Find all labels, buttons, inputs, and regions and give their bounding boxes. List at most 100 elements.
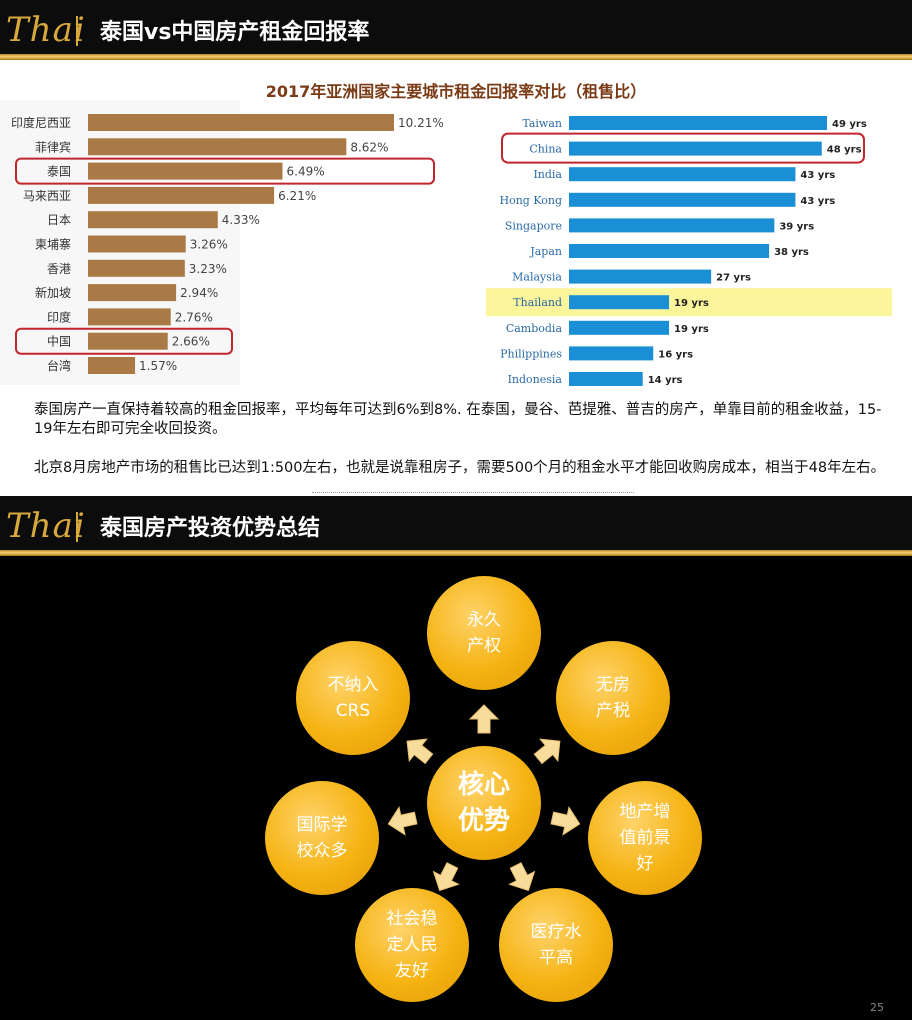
category-label: Hong Kong xyxy=(499,194,562,207)
bar xyxy=(88,332,168,350)
category-label: Malaysia xyxy=(512,271,562,284)
bar xyxy=(569,192,796,207)
bar xyxy=(569,295,670,310)
category-label: 菲律宾 xyxy=(35,139,71,154)
arrow-icon xyxy=(550,805,581,836)
bar xyxy=(88,186,275,204)
thai-logo: Thai xyxy=(6,506,86,546)
category-label: Japan xyxy=(529,245,562,258)
rent-yield-bar-chart: 印度尼西亚 10.21% 菲律宾 8.62% 泰国 6.49% 马来西亚 6.21% 日本 4.3… xyxy=(0,100,444,385)
category-label: India xyxy=(533,168,562,181)
category-label: Thailand xyxy=(513,296,562,309)
value-label: 27 yrs xyxy=(716,273,751,284)
thai-logo: Thai xyxy=(6,10,86,50)
category-label: 柬埔寨 xyxy=(35,237,71,252)
value-label: 43 yrs xyxy=(800,196,835,207)
bar xyxy=(569,116,827,130)
bar xyxy=(569,141,822,156)
value-label: 14 yrs xyxy=(648,375,683,386)
advantage-label: 不纳入 CRS xyxy=(327,675,379,721)
slide-header: Thai 泰国vs中国房产租金回报率 xyxy=(0,0,912,60)
advantage-circle: 社会稳 定人民 友好 xyxy=(355,888,469,1002)
advantage-circle: 永久 产权 xyxy=(427,576,541,690)
bar xyxy=(569,167,796,182)
category-label: 日本 xyxy=(47,213,71,227)
value-label: 39 yrs xyxy=(779,221,814,232)
payback-years-bar-chart: Taiwan 49 yrs China 48 yrs India 43 yrs Hong K… xyxy=(486,116,892,386)
bar xyxy=(88,259,185,277)
arrow-icon xyxy=(468,704,500,734)
value-label: 10.21% xyxy=(398,116,444,130)
bar xyxy=(88,114,394,131)
header-gold-line xyxy=(0,54,912,60)
advantage-label: 地产增 值前景 好 xyxy=(619,802,671,874)
value-label: 1.57% xyxy=(139,359,177,373)
page-number: 25 xyxy=(870,1001,884,1014)
bar xyxy=(88,211,218,229)
arrow-icon xyxy=(406,738,434,765)
highlight-box xyxy=(501,132,865,164)
slide-rent-yield: Thai 泰国vs中国房产租金回报率 2017年亚洲国家主要城市租金回报率对比（… xyxy=(0,0,912,496)
value-label: 2.66% xyxy=(172,335,210,349)
bar xyxy=(88,235,186,253)
category-label: 新加坡 xyxy=(35,285,71,300)
category-label: 台湾 xyxy=(47,358,71,373)
highlight-box xyxy=(15,157,435,185)
category-label: China xyxy=(529,143,562,156)
arrow-icon xyxy=(508,862,536,892)
value-label: 19 yrs xyxy=(674,298,709,309)
bar xyxy=(88,162,283,180)
bar xyxy=(569,218,775,233)
advantage-label: 永久 产权 xyxy=(467,610,501,656)
value-label: 2.94% xyxy=(180,286,218,300)
bar xyxy=(569,346,654,361)
header-gold-line xyxy=(0,550,912,556)
bar xyxy=(88,284,177,302)
category-label: Singapore xyxy=(505,219,562,232)
slide-header: Thai 泰国房产投资优势总结 xyxy=(0,496,912,556)
core-label: 核心 优势 xyxy=(457,770,510,836)
advantage-circle: 医疗水 平高 xyxy=(499,888,613,1002)
bar xyxy=(569,244,770,258)
advantage-label: 国际学 校众多 xyxy=(296,815,348,861)
dotted-box xyxy=(312,492,634,498)
logo-divider xyxy=(76,512,78,542)
value-label: 3.23% xyxy=(189,262,227,276)
bar xyxy=(569,372,643,386)
value-label: 16 yrs xyxy=(658,349,693,360)
chart-title: 2017年亚洲国家主要城市租金回报率对比（租售比） xyxy=(265,82,647,101)
value-label: 2.76% xyxy=(175,310,213,324)
bar xyxy=(88,308,171,326)
category-label: 泰国 xyxy=(47,165,71,179)
core-advantage-circle: 核心 优势 xyxy=(427,746,541,860)
value-label: 49 yrs xyxy=(832,119,867,130)
bar xyxy=(88,357,136,374)
category-label: 中国 xyxy=(47,334,71,349)
category-label: 马来西亚 xyxy=(23,189,71,203)
paragraph-beijing-ratio: 北京8月房地产市场的租售比已达到1:500左右，也就是说靠租房子，需要500个月… xyxy=(34,460,886,476)
advantage-circle: 地产增 值前景 好 xyxy=(588,781,702,895)
value-label: 48 yrs xyxy=(827,145,862,156)
advantage-label: 医疗水 平高 xyxy=(530,922,582,968)
value-label: 8.62% xyxy=(350,140,388,154)
advantage-circle: 国际学 校众多 xyxy=(265,781,379,895)
slide-title: 泰国房产投资优势总结 xyxy=(100,516,321,541)
category-label: Indonesia xyxy=(508,373,563,386)
category-label: Taiwan xyxy=(522,117,562,130)
advantage-label: 无房 产税 xyxy=(596,675,630,721)
category-label: Philippines xyxy=(500,347,562,360)
arrow-icon xyxy=(387,805,418,836)
value-label: 43 yrs xyxy=(800,170,835,181)
value-label: 38 yrs xyxy=(774,247,809,258)
slide-advantages: Thai 泰国房产投资优势总结 核心 优势 永久 产权无房 产税地产增 值前景 好… xyxy=(0,496,912,1020)
advantage-circle: 无房 产税 xyxy=(556,641,670,755)
slide-title: 泰国vs中国房产租金回报率 xyxy=(100,20,370,45)
logo-divider xyxy=(76,16,78,46)
paragraph-thailand-yield: 泰国房产一直保持着较高的租金回报率，平均每年可达到6%到8%. 在泰国，曼谷、芭… xyxy=(34,402,882,437)
highlight-fill xyxy=(486,288,892,317)
value-label: 4.33% xyxy=(222,213,260,227)
value-label: 19 yrs xyxy=(674,324,709,335)
bar xyxy=(569,320,670,335)
category-label: 印度尼西亚 xyxy=(11,115,71,130)
arrow-icon xyxy=(432,862,460,892)
